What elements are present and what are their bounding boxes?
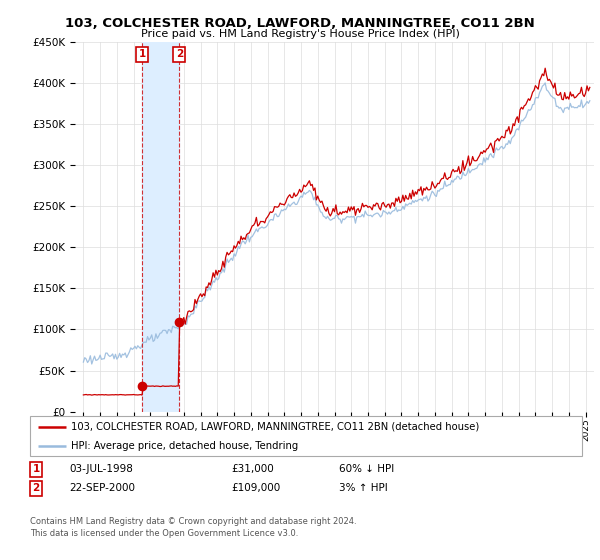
Text: 103, COLCHESTER ROAD, LAWFORD, MANNINGTREE, CO11 2BN: 103, COLCHESTER ROAD, LAWFORD, MANNINGTR… [65, 17, 535, 30]
Bar [142, 42, 179, 412]
Text: 1: 1 [139, 49, 146, 59]
Text: HPI: Average price, detached house, Tendring: HPI: Average price, detached house, Tend… [71, 441, 299, 450]
Text: Price paid vs. HM Land Registry's House Price Index (HPI): Price paid vs. HM Land Registry's House … [140, 29, 460, 39]
Text: 103, COLCHESTER ROAD, LAWFORD, MANNINGTREE, CO11 2BN (detached house): 103, COLCHESTER ROAD, LAWFORD, MANNINGTR… [71, 422, 479, 432]
Text: £109,000: £109,000 [231, 483, 280, 493]
Text: 60% ↓ HPI: 60% ↓ HPI [339, 464, 394, 474]
Text: 1: 1 [32, 464, 40, 474]
Text: This data is licensed under the Open Government Licence v3.0.: This data is licensed under the Open Gov… [30, 529, 298, 538]
Text: 2: 2 [32, 483, 40, 493]
Text: £31,000: £31,000 [231, 464, 274, 474]
Text: 2: 2 [176, 49, 183, 59]
Text: 3% ↑ HPI: 3% ↑ HPI [339, 483, 388, 493]
Text: 03-JUL-1998: 03-JUL-1998 [69, 464, 133, 474]
Text: Contains HM Land Registry data © Crown copyright and database right 2024.: Contains HM Land Registry data © Crown c… [30, 517, 356, 526]
Text: 22-SEP-2000: 22-SEP-2000 [69, 483, 135, 493]
